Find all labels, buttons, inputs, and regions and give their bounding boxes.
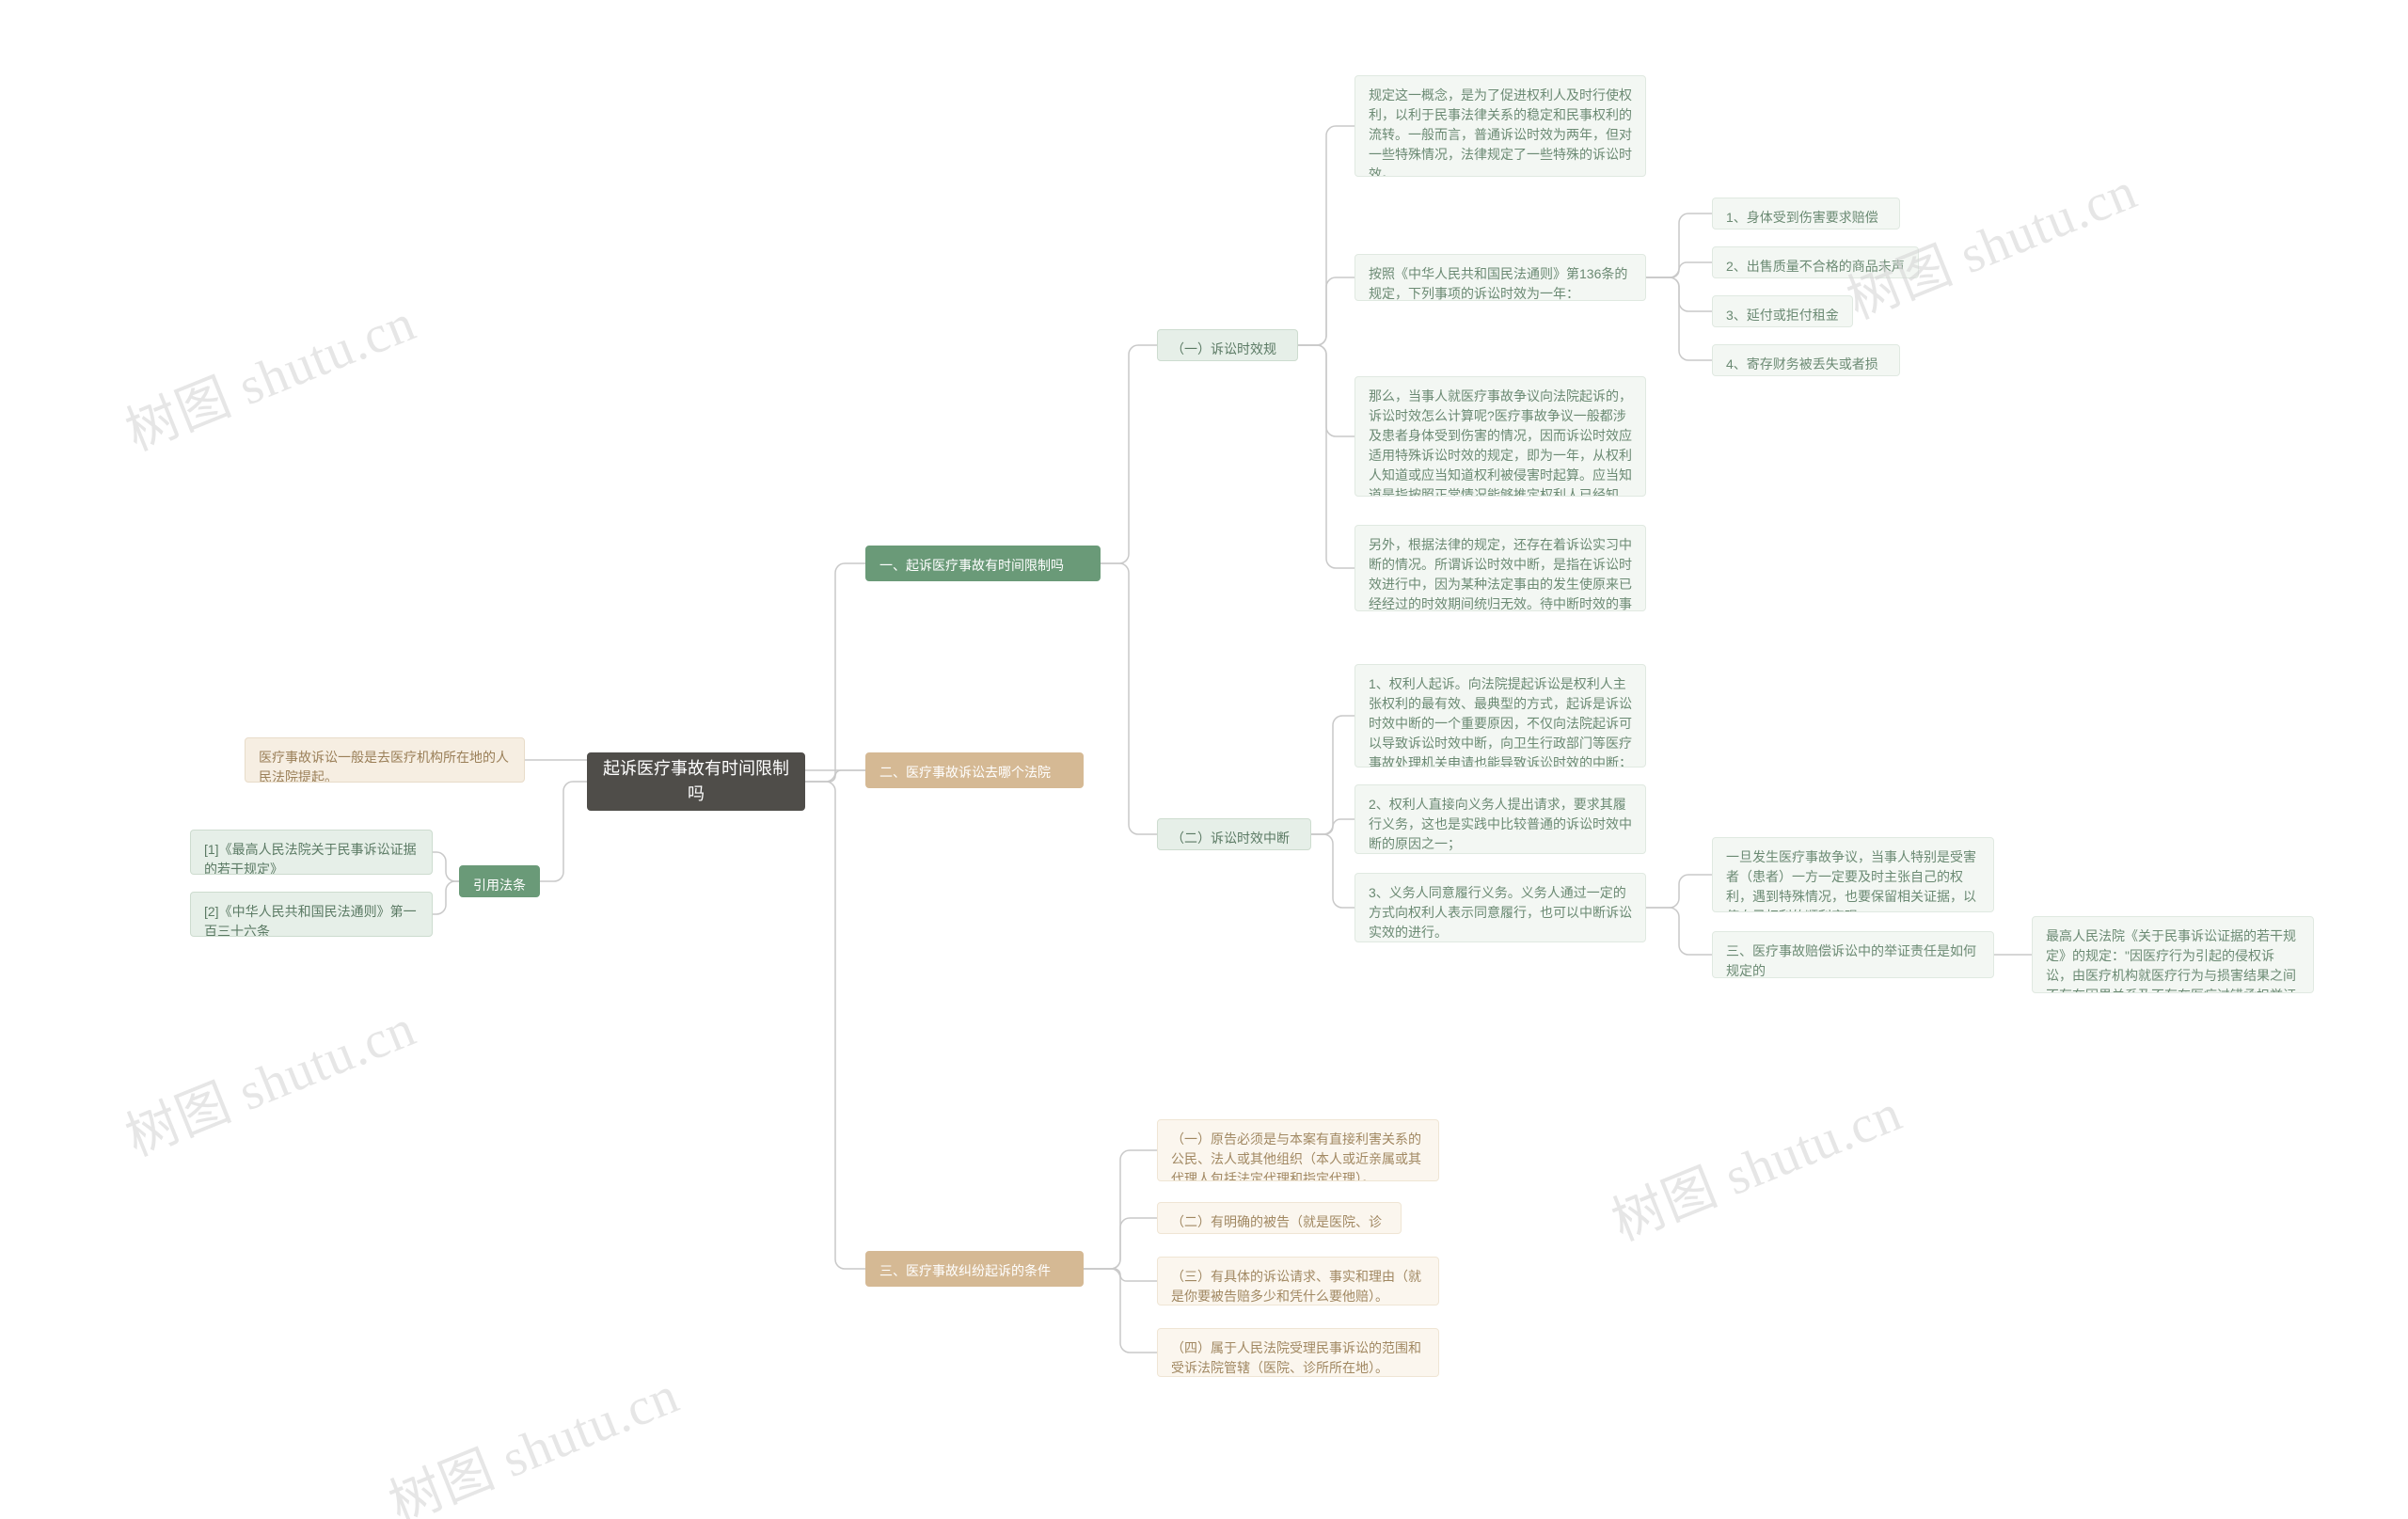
node-c2_2: 2、权利人直接向义务人提出请求，要求其履行义务，这也是实践中比较普通的诉讼时效中… [1354, 784, 1646, 854]
node-b4_2: [2]《中华人民共和国民法通则》第一百三十六条 [190, 892, 433, 937]
edge [540, 782, 587, 881]
edge [1101, 345, 1157, 563]
edge [1311, 834, 1354, 908]
edge [805, 563, 865, 782]
edge [1646, 875, 1712, 908]
node-c2_3a: 一旦发生医疗事故争议，当事人特别是受害者（患者）一方一定要及时主张自己的权利，遇… [1712, 837, 1994, 912]
edge [1646, 214, 1712, 277]
node-c1_4: 另外，根据法律的规定，还存在着诉讼实习中断的情况。所谓诉讼时效中断，是指在诉讼时… [1354, 525, 1646, 611]
watermark: 树图 shutu.cn [1834, 149, 2147, 334]
edge [805, 770, 865, 782]
node-c1_3: 那么，当事人就医疗事故争议向法院起诉的，诉讼时效怎么计算呢?医疗事故争议一般都涉… [1354, 376, 1646, 497]
edge [1646, 277, 1712, 311]
edge [1298, 277, 1354, 345]
edge [1298, 345, 1354, 436]
edge [1646, 908, 1712, 955]
node-b3_2: （二）有明确的被告（就是医院、诊所）。 [1157, 1202, 1402, 1234]
edge [1298, 126, 1354, 345]
node-b2_1: 医疗事故诉讼一般是去医疗机构所在地的人民法院提起。 [245, 737, 525, 783]
watermark: 树图 shutu.cn [376, 1353, 689, 1519]
node-c2_3c: 最高人民法院《关于民事诉讼证据的若干规定》的规定："因医疗行为引起的侵权诉讼，由… [2032, 916, 2314, 993]
edge [1646, 262, 1712, 277]
node-b3_4: （四）属于人民法院受理民事诉讼的范围和受诉法院管辖（医院、诊所所在地）。 [1157, 1328, 1439, 1377]
edge [1084, 1150, 1157, 1269]
edge [805, 782, 865, 1269]
edge [1101, 563, 1157, 834]
edge [1646, 277, 1712, 360]
edge [433, 852, 459, 881]
edge [1298, 345, 1354, 568]
node-c1_1: 规定这一概念，是为了促进权利人及时行使权利，以利于民事法律关系的稳定和民事权利的… [1354, 75, 1646, 177]
edge [1084, 1269, 1157, 1281]
edge [1084, 1269, 1157, 1353]
watermark: 树图 shutu.cn [113, 986, 425, 1171]
node-c1_2b: 2、出售质量不合格的商品未声明的； [1712, 246, 1919, 278]
watermark: 树图 shutu.cn [1599, 1070, 1911, 1256]
node-c2_3b: 三、医疗事故赔偿诉讼中的举证责任是如何规定的 [1712, 931, 1994, 978]
edge [1311, 819, 1354, 834]
mindmap-canvas: 起诉医疗事故有时间限制吗一、起诉医疗事故有时间限制吗二、医疗事故诉讼去哪个法院三… [0, 0, 2408, 1519]
node-b1: 一、起诉医疗事故有时间限制吗 [865, 546, 1101, 581]
node-c2: （二）诉讼时效中断情形 [1157, 818, 1311, 850]
node-b3_3: （三）有具体的诉讼请求、事实和理由（就是你要被告赔多少和凭什么要他赔）。 [1157, 1257, 1439, 1305]
node-b3_1: （一）原告必须是与本案有直接利害关系的公民、法人或其他组织（本人或近亲属或其代理… [1157, 1119, 1439, 1181]
node-c2_3: 3、义务人同意履行义务。义务人通过一定的方式向权利人表示同意履行，也可以中断诉讼… [1354, 873, 1646, 942]
node-c1_2d: 4、寄存财务被丢失或者损毁的。 [1712, 344, 1900, 376]
node-c1_2: 按照《中华人民共和国民法通则》第136条的规定，下列事项的诉讼时效为一年： [1354, 254, 1646, 301]
node-c1: （一）诉讼时效规定 [1157, 329, 1298, 361]
node-b3: 三、医疗事故纠纷起诉的条件 [865, 1251, 1084, 1287]
node-root: 起诉医疗事故有时间限制吗 [587, 752, 805, 811]
node-c2_1: 1、权利人起诉。向法院提起诉讼是权利人主张权利的最有效、最典型的方式，起诉是诉讼… [1354, 664, 1646, 767]
edge [1311, 716, 1354, 834]
edge [1084, 1218, 1157, 1269]
edge [433, 881, 459, 914]
node-c1_2c: 3、延付或拒付租金的； [1712, 295, 1853, 327]
node-b2: 二、医疗事故诉讼去哪个法院 [865, 752, 1084, 788]
node-b4: 引用法条 [459, 865, 540, 897]
node-b4_1: [1]《最高人民法院关于民事诉讼证据的若干规定》 [190, 830, 433, 875]
watermark: 树图 shutu.cn [113, 280, 425, 466]
node-c1_2a: 1、身体受到伤害要求赔偿的； [1712, 198, 1900, 229]
